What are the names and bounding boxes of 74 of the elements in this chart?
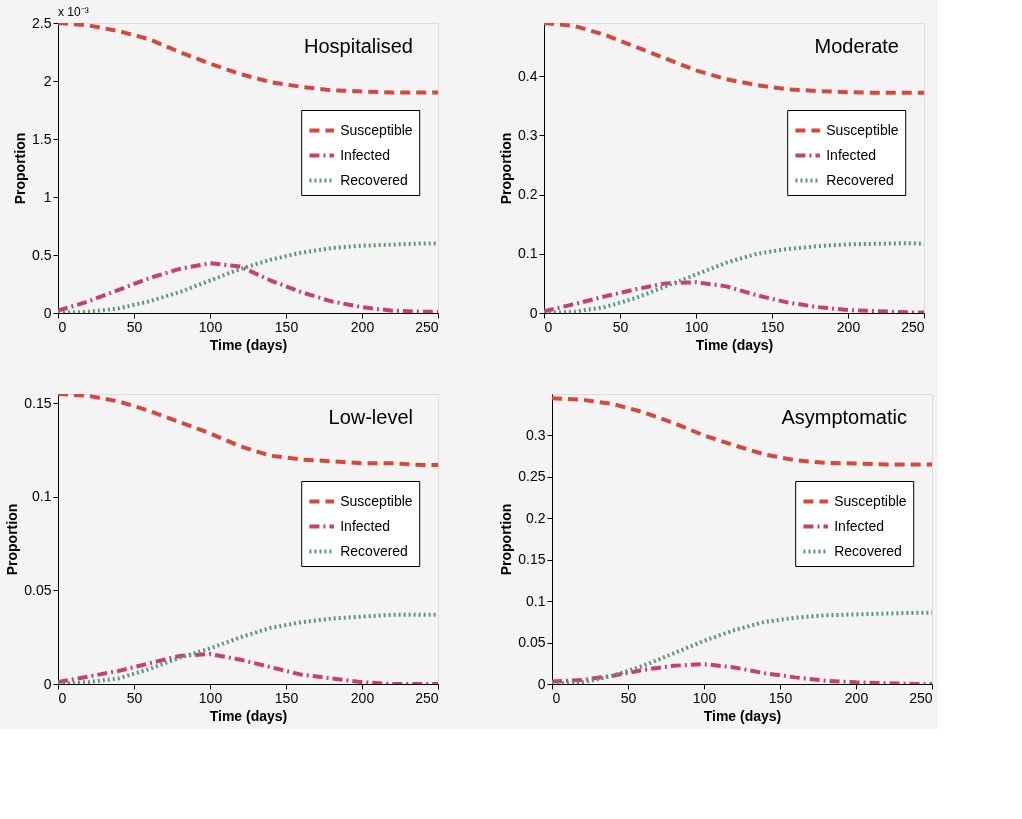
- legend-label: Infected: [340, 517, 391, 534]
- x-tick-label: 250: [415, 689, 439, 706]
- legend-label: Infected: [826, 146, 877, 163]
- x-tick-label: 150: [760, 318, 785, 335]
- legend-label: Infected: [340, 146, 391, 163]
- x-axis-title: Time (days): [209, 336, 288, 353]
- x-tick-label: 200: [844, 689, 869, 706]
- x-tick-label: 250: [909, 689, 933, 706]
- line-series: [544, 23, 924, 95]
- legend-label: Susceptible: [834, 492, 907, 509]
- x-tick-label: 150: [274, 318, 299, 335]
- legend-label: Recovered: [826, 171, 894, 188]
- x-axis-title: Time (days): [695, 336, 774, 353]
- y-tick-label: 0: [43, 675, 52, 692]
- x-tick-label: 250: [415, 318, 439, 335]
- text: Moderate: [814, 35, 899, 57]
- y-tick-label: 0.05: [24, 581, 52, 598]
- y-tick-label: 0.3: [526, 426, 546, 443]
- y-tick-label: 0: [43, 304, 52, 321]
- line-series: [552, 396, 932, 467]
- y-tick-label: 0.3: [518, 126, 538, 143]
- legend-label: Susceptible: [826, 121, 899, 138]
- x-tick-label: 150: [274, 689, 299, 706]
- y-tick-label: 1: [43, 188, 52, 205]
- text: Hospitalised: [304, 35, 413, 57]
- text: x 10⁻³: [58, 5, 89, 19]
- y-tick-label: 0.15: [24, 394, 52, 411]
- text: Low-level: [328, 406, 413, 428]
- y-tick-label: 0.1: [526, 592, 546, 609]
- y-tick-label: 0: [537, 675, 546, 692]
- y-tick-label: 2.5: [32, 14, 52, 31]
- legend-label: Recovered: [340, 542, 408, 559]
- legend-label: Susceptible: [340, 492, 413, 509]
- y-tick-label: 1.5: [32, 130, 52, 147]
- y-tick-label: 0.2: [518, 186, 538, 203]
- x-tick-label: 100: [692, 689, 717, 706]
- x-tick-label: 50: [612, 318, 629, 335]
- y-axis-title: Proportion: [12, 132, 29, 205]
- x-tick-label: 50: [126, 689, 143, 706]
- y-tick-label: 2: [43, 72, 52, 89]
- legend-label: Recovered: [340, 171, 408, 188]
- y-tick-label: 0.2: [526, 509, 546, 526]
- x-tick-label: 250: [901, 318, 925, 335]
- x-tick-label: 50: [620, 689, 637, 706]
- x-tick-label: 0: [58, 689, 67, 706]
- x-axis-title: Time (days): [703, 707, 782, 724]
- y-axis-title: Proportion: [498, 132, 515, 205]
- x-tick-label: 100: [684, 318, 709, 335]
- x-tick-label: 0: [552, 689, 561, 706]
- line-series: [58, 23, 438, 95]
- x-tick-label: 150: [768, 689, 793, 706]
- text: Asymptomatic: [781, 406, 907, 428]
- legend-label: Infected: [834, 517, 885, 534]
- x-tick-label: 0: [58, 318, 67, 335]
- legend-label: Recovered: [834, 542, 902, 559]
- y-tick-label: 0.1: [32, 488, 52, 505]
- y-tick-label: 0.05: [518, 634, 546, 651]
- y-tick-label: 0: [529, 304, 538, 321]
- x-tick-label: 200: [350, 689, 375, 706]
- x-tick-label: 50: [126, 318, 143, 335]
- y-tick-label: 0.4: [518, 67, 538, 84]
- x-tick-label: 100: [198, 318, 223, 335]
- x-tick-label: 100: [198, 689, 223, 706]
- y-tick-label: 0.5: [32, 246, 52, 263]
- x-tick-label: 200: [350, 318, 375, 335]
- y-tick-label: 0.1: [518, 245, 538, 262]
- y-axis-title: Proportion: [4, 503, 21, 576]
- y-tick-label: 0.15: [518, 551, 546, 568]
- x-tick-label: 200: [836, 318, 861, 335]
- line-series: [58, 394, 438, 468]
- x-axis-title: Time (days): [209, 707, 288, 724]
- y-tick-label: 0.25: [518, 468, 546, 485]
- y-axis-title: Proportion: [498, 503, 515, 576]
- legend-label: Susceptible: [340, 121, 413, 138]
